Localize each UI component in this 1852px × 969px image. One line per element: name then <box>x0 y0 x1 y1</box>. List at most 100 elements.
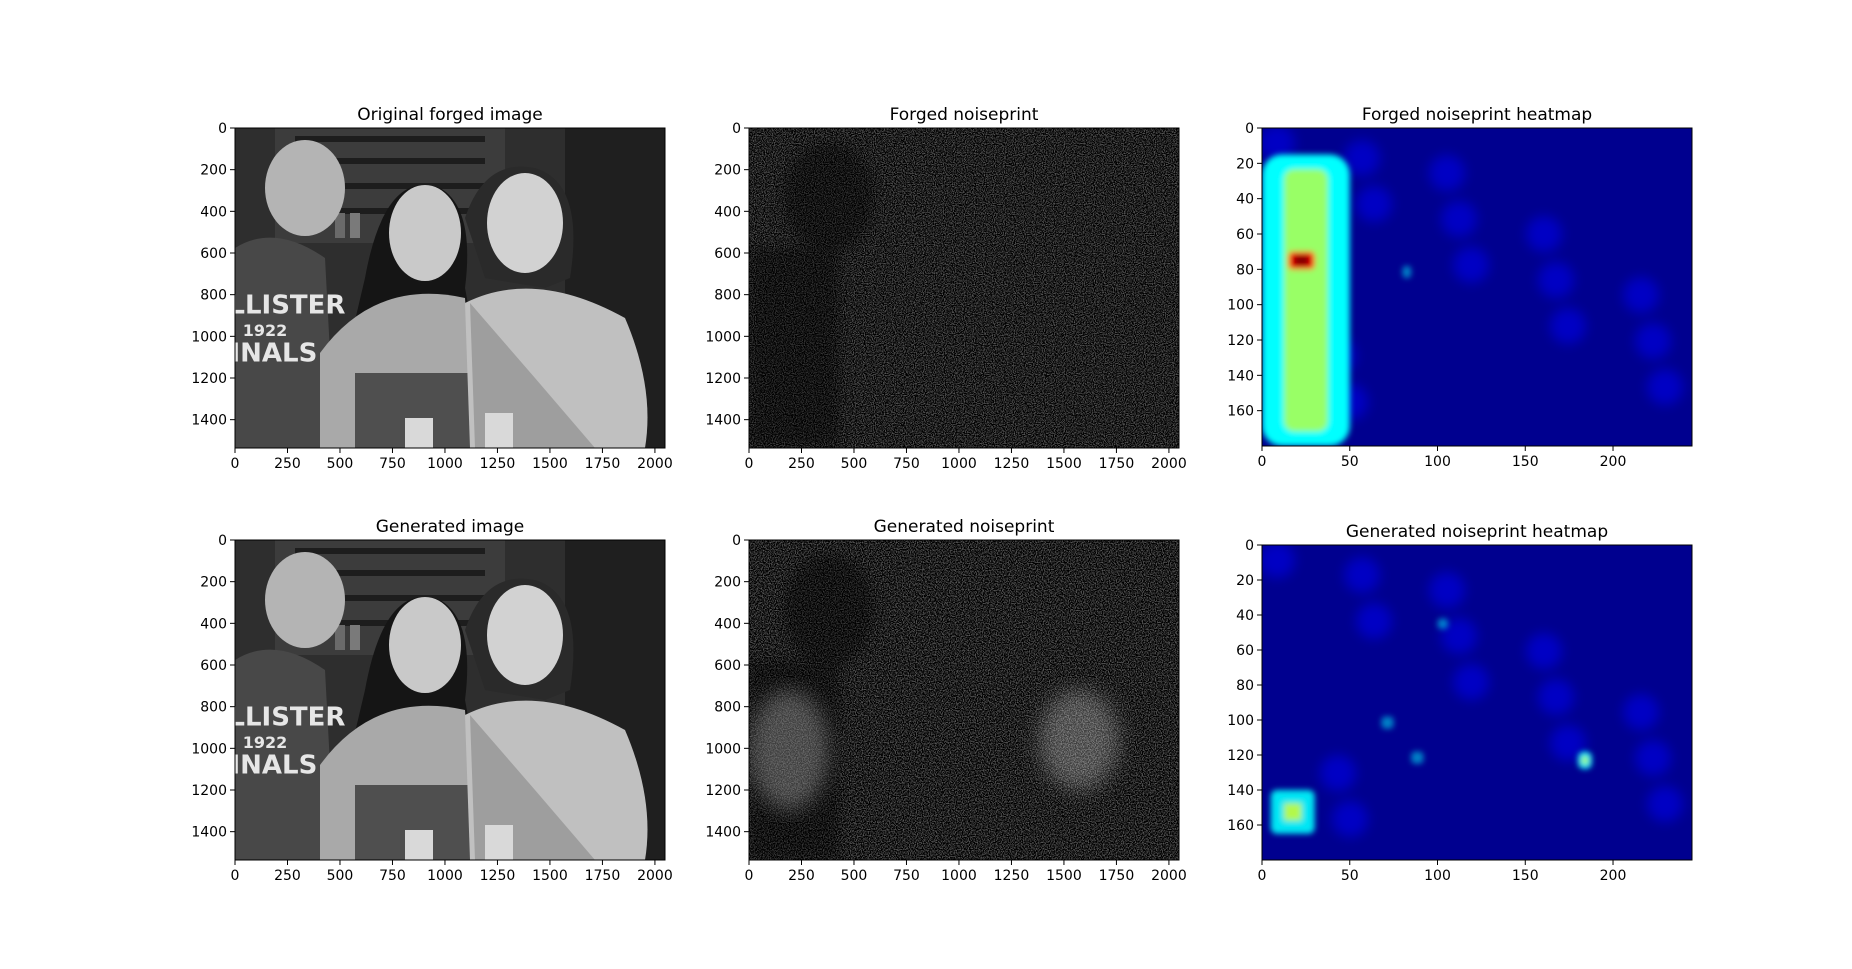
x-tick-label: 1000 <box>427 868 463 884</box>
y-tick-label: 1200 <box>191 371 227 387</box>
y-tick-label: 600 <box>714 246 741 262</box>
y-tick-label: 20 <box>1236 573 1254 589</box>
shirt-text: 1922 <box>243 321 288 340</box>
y-tick-label: 0 <box>218 121 227 137</box>
axes-frame <box>234 127 666 449</box>
x-tick-label: 1750 <box>1099 868 1135 884</box>
x-tick-label: 0 <box>745 868 754 884</box>
y-tick-label: 1000 <box>191 741 227 757</box>
x-tick-label: 1000 <box>427 456 463 472</box>
shirt-text: 1922 <box>243 733 288 752</box>
panel-title: Generated noiseprint <box>874 517 1055 537</box>
x-tick-label: 1500 <box>532 456 568 472</box>
axes-frame <box>748 539 1180 861</box>
y-tick-label: 80 <box>1236 678 1254 694</box>
x-tick-label: 2000 <box>637 868 673 884</box>
x-tick-label: 150 <box>1512 454 1539 470</box>
y-tick-label: 1000 <box>191 329 227 345</box>
y-tick-label: 120 <box>1227 333 1254 349</box>
x-tick-label: 2000 <box>1151 868 1187 884</box>
panel-title: Generated image <box>376 517 525 537</box>
y-tick-label: 400 <box>714 616 741 632</box>
axes-frame <box>748 127 1180 449</box>
y-tick-label: 160 <box>1227 404 1254 420</box>
x-tick-label: 0 <box>1258 868 1267 884</box>
x-tick-label: 250 <box>788 456 815 472</box>
y-tick-label: 800 <box>714 288 741 304</box>
plot-image <box>1262 545 1692 860</box>
x-tick-label: 0 <box>1258 454 1267 470</box>
y-tick-label: 0 <box>218 533 227 549</box>
y-tick-label: 400 <box>200 204 227 220</box>
x-tick-label: 1500 <box>1046 868 1082 884</box>
x-tick-label: 0 <box>231 456 240 472</box>
y-tick-label: 80 <box>1236 262 1254 278</box>
y-tick-label: 400 <box>200 616 227 632</box>
panel-title: Generated noiseprint heatmap <box>1346 522 1608 542</box>
panel-fhm: Forged noiseprint heatmap 0 50 100 150 200 0 20… <box>1227 105 1693 470</box>
x-tick-label: 1500 <box>1046 456 1082 472</box>
shirt-text: FINALS <box>213 751 318 781</box>
x-tick-label: 100 <box>1424 454 1451 470</box>
x-tick-label: 500 <box>327 868 354 884</box>
y-tick-label: 1000 <box>705 741 741 757</box>
y-tick-label: 800 <box>200 288 227 304</box>
panel-title: Forged noiseprint heatmap <box>1362 105 1592 125</box>
y-tick-label: 140 <box>1227 783 1254 799</box>
x-tick-label: 0 <box>231 868 240 884</box>
x-tick-label: 250 <box>274 456 301 472</box>
shirt-text: FINALS <box>213 339 318 369</box>
x-tick-label: 1750 <box>585 868 621 884</box>
y-tick-label: 160 <box>1227 818 1254 834</box>
x-tick-label: 150 <box>1512 868 1539 884</box>
y-tick-label: 100 <box>1227 298 1254 314</box>
x-tick-label: 1250 <box>994 868 1030 884</box>
y-tick-label: 100 <box>1227 713 1254 729</box>
shirt-text: HOLLISTER <box>185 291 346 321</box>
y-tick-label: 200 <box>714 575 741 591</box>
y-tick-label: 1400 <box>705 825 741 841</box>
x-tick-label: 750 <box>893 868 920 884</box>
x-tick-label: 1000 <box>941 456 977 472</box>
y-tick-label: 800 <box>714 700 741 716</box>
panel-title: Original forged image <box>357 105 542 125</box>
y-tick-label: 200 <box>714 163 741 179</box>
y-tick-label: 600 <box>714 658 741 674</box>
axes-frame <box>234 539 666 861</box>
y-tick-label: 1400 <box>191 825 227 841</box>
x-tick-label: 750 <box>379 456 406 472</box>
x-tick-label: 250 <box>788 868 815 884</box>
x-tick-label: 1500 <box>532 868 568 884</box>
x-tick-label: 1750 <box>585 456 621 472</box>
x-tick-label: 2000 <box>637 456 673 472</box>
y-tick-label: 200 <box>200 163 227 179</box>
x-tick-label: 0 <box>745 456 754 472</box>
y-tick-label: 1000 <box>705 329 741 345</box>
y-tick-label: 1200 <box>191 783 227 799</box>
y-tick-label: 200 <box>200 575 227 591</box>
y-tick-label: 60 <box>1236 227 1254 243</box>
x-tick-label: 500 <box>841 456 868 472</box>
x-tick-label: 50 <box>1341 454 1359 470</box>
x-tick-label: 250 <box>274 868 301 884</box>
shirt-text: HOLLISTER <box>185 703 346 733</box>
y-tick-label: 40 <box>1236 608 1254 624</box>
x-tick-label: 750 <box>379 868 406 884</box>
x-tick-label: 750 <box>893 456 920 472</box>
y-tick-label: 0 <box>1245 538 1254 554</box>
y-tick-label: 20 <box>1236 156 1254 172</box>
x-tick-label: 1250 <box>480 456 516 472</box>
axes-frame <box>1261 544 1693 861</box>
plot-image <box>1262 128 1692 446</box>
plot-image <box>749 128 1179 448</box>
x-tick-label: 1000 <box>941 868 977 884</box>
y-tick-label: 1400 <box>705 413 741 429</box>
y-tick-label: 0 <box>732 533 741 549</box>
panel-fnp: Forged noiseprint 0 250 500 750 1000 1250 1500 1… <box>705 105 1186 472</box>
panel-gnp: Generated noiseprint 0 250 500 750 1000 1250 15… <box>705 517 1186 884</box>
y-tick-label: 40 <box>1236 192 1254 208</box>
